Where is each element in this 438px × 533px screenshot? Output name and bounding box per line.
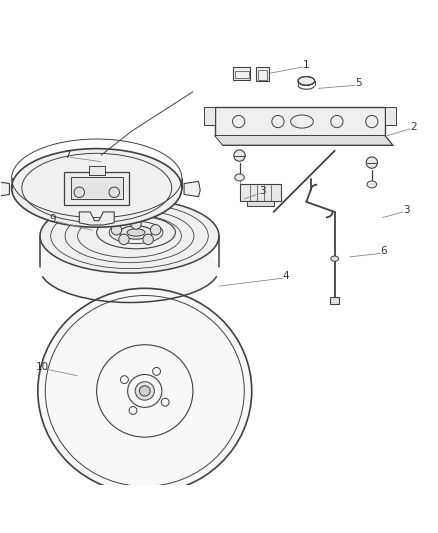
Ellipse shape [234,150,245,161]
Text: 5: 5 [355,78,362,88]
Ellipse shape [235,174,244,181]
Polygon shape [0,181,10,197]
Text: 3: 3 [259,187,266,196]
Ellipse shape [12,149,182,227]
Bar [71,177,123,199]
Circle shape [150,224,161,235]
Circle shape [109,187,120,198]
Ellipse shape [366,157,378,168]
Text: 6: 6 [381,246,387,256]
Text: 1: 1 [303,60,310,70]
Polygon shape [79,212,114,225]
Bar [215,107,385,135]
Circle shape [74,187,85,198]
Ellipse shape [139,386,150,396]
Ellipse shape [40,235,219,303]
Bar [258,70,268,80]
Bar [240,184,282,201]
Text: 9: 9 [50,214,57,224]
Ellipse shape [367,181,377,188]
Ellipse shape [298,77,314,85]
Text: 4: 4 [282,271,289,281]
Ellipse shape [331,256,339,261]
Text: 10: 10 [35,362,49,372]
Polygon shape [385,107,396,125]
Bar [247,200,274,206]
Text: 7: 7 [64,150,71,160]
Bar [64,172,130,205]
Ellipse shape [127,229,145,236]
Circle shape [131,219,141,229]
Bar [330,297,339,304]
Ellipse shape [120,226,152,239]
Bar [256,67,269,82]
Polygon shape [204,107,215,125]
Text: 2: 2 [410,122,417,132]
Polygon shape [184,181,200,197]
Circle shape [143,234,153,245]
Circle shape [119,234,129,245]
Bar [235,71,249,78]
Circle shape [111,224,122,235]
Ellipse shape [38,288,252,494]
Polygon shape [215,135,393,145]
Ellipse shape [135,382,155,400]
Text: 3: 3 [403,205,410,215]
Bar [89,166,105,175]
Bar [233,67,251,79]
Ellipse shape [40,199,219,273]
